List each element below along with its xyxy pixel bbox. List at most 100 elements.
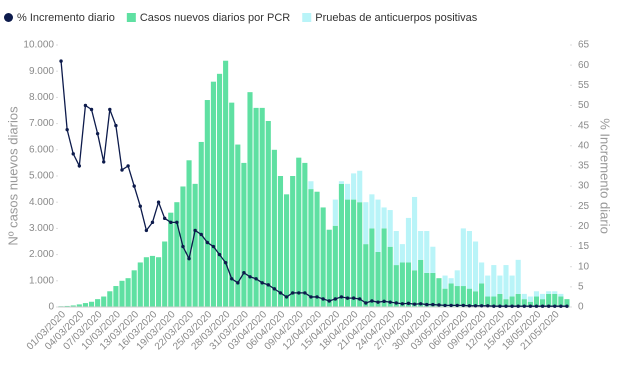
line-point	[59, 59, 63, 63]
line-point	[479, 304, 484, 308]
line-point	[431, 302, 435, 307]
bar	[253, 107, 259, 307]
bar	[107, 291, 113, 307]
line-point	[266, 283, 270, 287]
line-point	[449, 303, 453, 308]
bar	[424, 272, 430, 307]
bar	[198, 141, 204, 307]
y-tick-label: 4.000	[29, 197, 54, 208]
y2-tick-label: 0	[578, 302, 584, 313]
bar	[186, 160, 192, 307]
line-point	[120, 168, 124, 172]
bar	[363, 202, 369, 245]
bar	[363, 244, 369, 307]
line-point	[345, 296, 350, 300]
bar	[564, 299, 570, 307]
bar	[125, 278, 131, 307]
y2-tick-label: 50	[578, 100, 590, 111]
bar	[308, 181, 314, 190]
line-point	[540, 304, 545, 308]
bar	[326, 229, 332, 307]
bar	[82, 303, 88, 307]
line-point	[443, 303, 447, 308]
bar	[436, 278, 442, 307]
bar	[290, 176, 296, 307]
line-point	[516, 304, 520, 308]
bar	[442, 288, 448, 307]
legend-marker	[126, 13, 136, 22]
line-point	[223, 260, 228, 265]
bar	[460, 228, 466, 287]
line-point	[382, 299, 386, 304]
line-point	[498, 304, 502, 308]
line-point	[358, 297, 362, 301]
bar	[405, 262, 412, 307]
line-point	[510, 304, 514, 308]
line-point	[181, 244, 185, 249]
bar	[448, 283, 454, 307]
line-point	[425, 302, 429, 307]
bar	[521, 293, 527, 300]
bar	[540, 293, 546, 300]
bar	[552, 291, 558, 294]
line-point	[71, 152, 75, 156]
bar	[351, 199, 357, 307]
bar	[558, 296, 564, 307]
y-tick-label: 3.000	[29, 223, 54, 234]
line-point	[83, 103, 88, 108]
bar	[393, 231, 399, 266]
line-point	[327, 299, 331, 303]
y2-tick-label: 30	[578, 181, 590, 192]
bar	[412, 196, 418, 271]
bar	[351, 173, 357, 200]
line-point	[412, 302, 417, 306]
bar	[491, 296, 497, 307]
y2-tick-label: 55	[578, 80, 590, 91]
line-point	[236, 281, 240, 285]
bar	[387, 246, 393, 307]
bar	[418, 231, 424, 260]
line-point	[455, 303, 459, 308]
line-point	[162, 216, 167, 221]
bar	[119, 280, 125, 307]
line-point	[144, 228, 149, 233]
line-point	[187, 256, 191, 261]
line-point	[534, 304, 539, 308]
bar	[430, 246, 436, 273]
bar	[204, 100, 210, 308]
line-point	[297, 291, 301, 295]
bar	[546, 293, 552, 307]
bar	[479, 283, 485, 307]
y2-tick-label: 60	[578, 60, 590, 71]
line-point	[467, 304, 472, 308]
line-point	[65, 127, 69, 132]
line-point	[260, 281, 264, 285]
bar	[284, 194, 290, 307]
line-point	[504, 304, 508, 308]
y2-tick-label: 35	[578, 161, 590, 172]
bar	[320, 207, 326, 307]
line-point	[553, 304, 557, 308]
line-point	[546, 304, 551, 308]
bar	[485, 296, 491, 307]
line-point	[114, 123, 118, 128]
line-point	[150, 220, 155, 225]
bar	[162, 241, 168, 307]
y-tick-label: 10.000	[23, 40, 54, 51]
line-point	[102, 160, 106, 164]
bar	[418, 259, 424, 307]
line-point	[388, 300, 392, 304]
bar	[357, 202, 363, 307]
y2-axis-title: % Incremento diario	[598, 118, 613, 234]
line-point	[242, 271, 246, 275]
bar	[76, 304, 82, 307]
bar	[448, 278, 454, 284]
line	[60, 61, 567, 307]
bar	[235, 144, 241, 307]
bar	[533, 291, 540, 297]
bar	[88, 301, 95, 307]
line-point	[272, 287, 277, 291]
line-point	[254, 277, 258, 281]
